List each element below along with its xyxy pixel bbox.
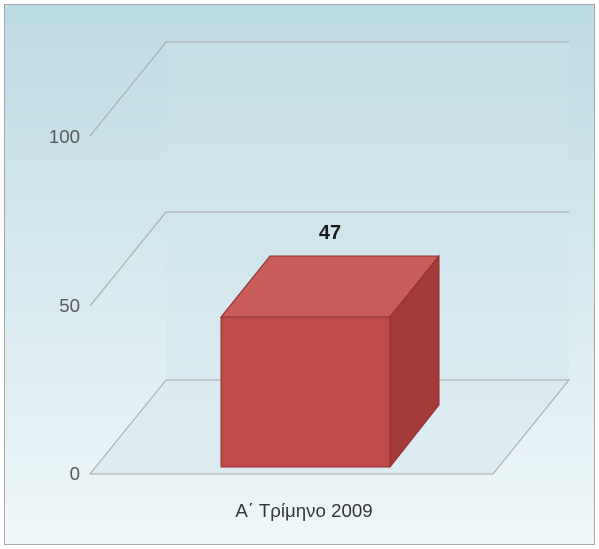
- chart-svg: 0 50 100 47 Α΄ Τρίμηνο 2009: [4, 4, 595, 545]
- bar-front-face: [221, 317, 390, 467]
- y-tick-50: 50: [59, 295, 80, 316]
- bar-3d-chart: 0 50 100 47 Α΄ Τρίμηνο 2009: [4, 4, 595, 545]
- category-label: Α΄ Τρίμηνο 2009: [235, 500, 372, 521]
- y-tick-0: 0: [70, 463, 80, 484]
- y-tick-100: 100: [49, 126, 80, 147]
- bar-value-label: 47: [319, 222, 341, 244]
